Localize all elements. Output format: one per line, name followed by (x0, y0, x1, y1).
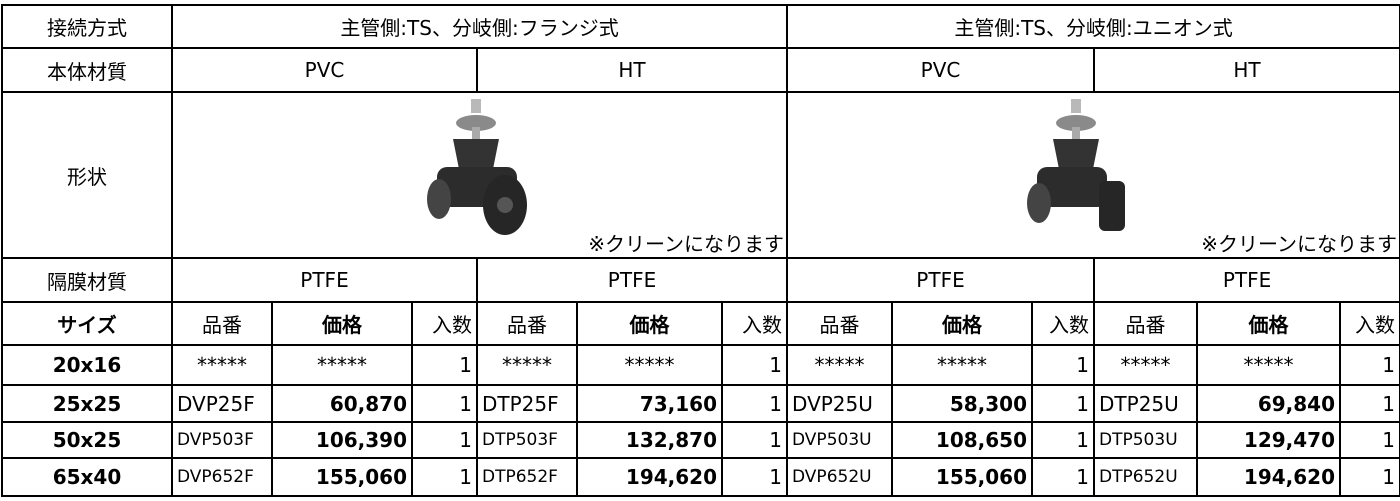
data-row: 65x40 DVP652F 155,060 1 DTP652F 194,620 1 DVP65… (1, 457, 1400, 497)
part-number: DVP503F (171, 421, 273, 459)
part-number: DVP652U (786, 457, 894, 497)
quantity: 1 (1339, 384, 1400, 423)
part-number: DVP503U (786, 421, 894, 459)
data-row: 50x25 DVP503F 106,390 1 DTP503F 132,870 1 DVP50… (1, 421, 1400, 459)
quantity: 1 (1031, 457, 1096, 497)
size: 25x25 (1, 384, 173, 423)
note: ※クリーンになります (1201, 232, 1398, 256)
row-label: 隔膜材質 (1, 257, 173, 303)
part-number: DTP652F (476, 457, 578, 497)
quantity: 1 (1031, 384, 1096, 423)
price: ***** (271, 344, 413, 386)
quantity: 1 (411, 384, 478, 423)
valve-image (427, 99, 527, 235)
material-row: 本体材質 PVC HT PVC HT (1, 47, 1400, 93)
diaphragm: PTFE (171, 257, 478, 303)
part-number: DTP503U (1093, 421, 1199, 459)
size: 20x16 (1, 344, 173, 386)
price: 132,870 (576, 421, 723, 459)
quantity: 1 (1031, 421, 1096, 459)
data-row: 25x25 DVP25F 60,870 1 DTP25F 73,160 1 DVP25U 58,… (1, 384, 1400, 423)
part-number: DTP25U (1093, 384, 1199, 423)
price: 58,300 (891, 384, 1034, 423)
size: 65x40 (1, 457, 173, 497)
column-header: 価格 (576, 301, 723, 346)
column-header: 入数 (1339, 301, 1400, 346)
quantity: 1 (411, 344, 478, 386)
diaphragm: PTFE (786, 257, 1096, 303)
shape-row: 形状 ※クリーンになります ※クリーンになります (1, 91, 1400, 259)
price: ***** (1196, 344, 1342, 386)
data-row: 20x16 ***** ***** 1 ***** ***** 1 ***** ***** 1 **… (1, 344, 1400, 386)
part-number: ***** (171, 344, 273, 386)
quantity: 1 (720, 344, 789, 386)
diaphragm-row: 隔膜材質 PTFE PTFE PTFE PTFE (1, 257, 1400, 303)
part-number: DVP25U (786, 384, 894, 423)
quantity: 1 (411, 421, 478, 459)
part-number: DTP503F (476, 421, 578, 459)
price: 73,160 (576, 384, 723, 423)
page: {"table": { "connection": {"label": "接続方… (0, 4, 1400, 501)
column-header: 品番 (1093, 301, 1199, 346)
part-number: DVP652F (171, 457, 273, 497)
group-header: 主管側:TS、分岐側:ユニオン式 (786, 4, 1400, 49)
part-number: DTP652U (1093, 457, 1199, 497)
header-row: サイズ 品番 価格 入数 品番 価格 入数 品番 価格 入数 品番 価格 入数 (1, 301, 1400, 346)
quantity: 1 (1031, 344, 1096, 386)
connection-row: 接続方式 主管側:TS、分岐側:フランジ式 主管側:TS、分岐側:ユニオン式 (1, 4, 1400, 49)
column-header: 入数 (720, 301, 789, 346)
price: 194,620 (1196, 457, 1342, 497)
quantity: 1 (1339, 421, 1400, 459)
shape-cell: ※クリーンになります (786, 91, 1400, 259)
part-number: ***** (786, 344, 894, 386)
column-header: 入数 (1031, 301, 1096, 346)
column-header: 価格 (1196, 301, 1342, 346)
quantity: 1 (720, 384, 789, 423)
price: 194,620 (576, 457, 723, 497)
quantity: 1 (1339, 344, 1400, 386)
price-table: 接続方式 主管側:TS、分岐側:フランジ式 主管側:TS、分岐側:ユニオン式 本… (1, 4, 1400, 497)
price: 155,060 (271, 457, 413, 497)
price: 129,470 (1196, 421, 1342, 459)
price: 155,060 (891, 457, 1034, 497)
quantity: 1 (1339, 457, 1400, 497)
column-header: 品番 (786, 301, 894, 346)
price: ***** (576, 344, 723, 386)
quantity: 1 (720, 457, 789, 497)
row-label: 接続方式 (1, 4, 173, 49)
size: 50x25 (1, 421, 173, 459)
diaphragm: PTFE (475, 257, 789, 303)
valve-image (1027, 99, 1126, 231)
column-header: 価格 (891, 301, 1034, 346)
price: ***** (891, 344, 1034, 386)
material: HT (475, 47, 789, 93)
material: PVC (171, 47, 478, 93)
part-number: ***** (476, 344, 578, 386)
column-header: サイズ (1, 301, 173, 346)
column-header: 価格 (271, 301, 413, 346)
row-label: 本体材質 (1, 47, 173, 93)
price: 108,650 (891, 421, 1034, 459)
column-header: 品番 (171, 301, 273, 346)
note: ※クリーンになります (588, 232, 785, 256)
column-header: 入数 (411, 301, 478, 346)
group-header: 主管側:TS、分岐側:フランジ式 (170, 4, 789, 49)
material: HT (1093, 47, 1400, 93)
quantity: 1 (411, 457, 478, 497)
row-label: 形状 (1, 91, 173, 259)
part-number: ***** (1093, 344, 1199, 386)
price: 106,390 (271, 421, 413, 459)
quantity: 1 (720, 421, 789, 459)
shape-cell: ※クリーンになります (170, 91, 789, 259)
material: PVC (786, 47, 1096, 93)
diaphragm: PTFE (1093, 257, 1400, 303)
column-header: 品番 (476, 301, 578, 346)
part-number: DVP25F (171, 384, 273, 423)
price: 60,870 (271, 384, 413, 423)
part-number: DTP25F (476, 384, 578, 423)
price: 69,840 (1196, 384, 1342, 423)
